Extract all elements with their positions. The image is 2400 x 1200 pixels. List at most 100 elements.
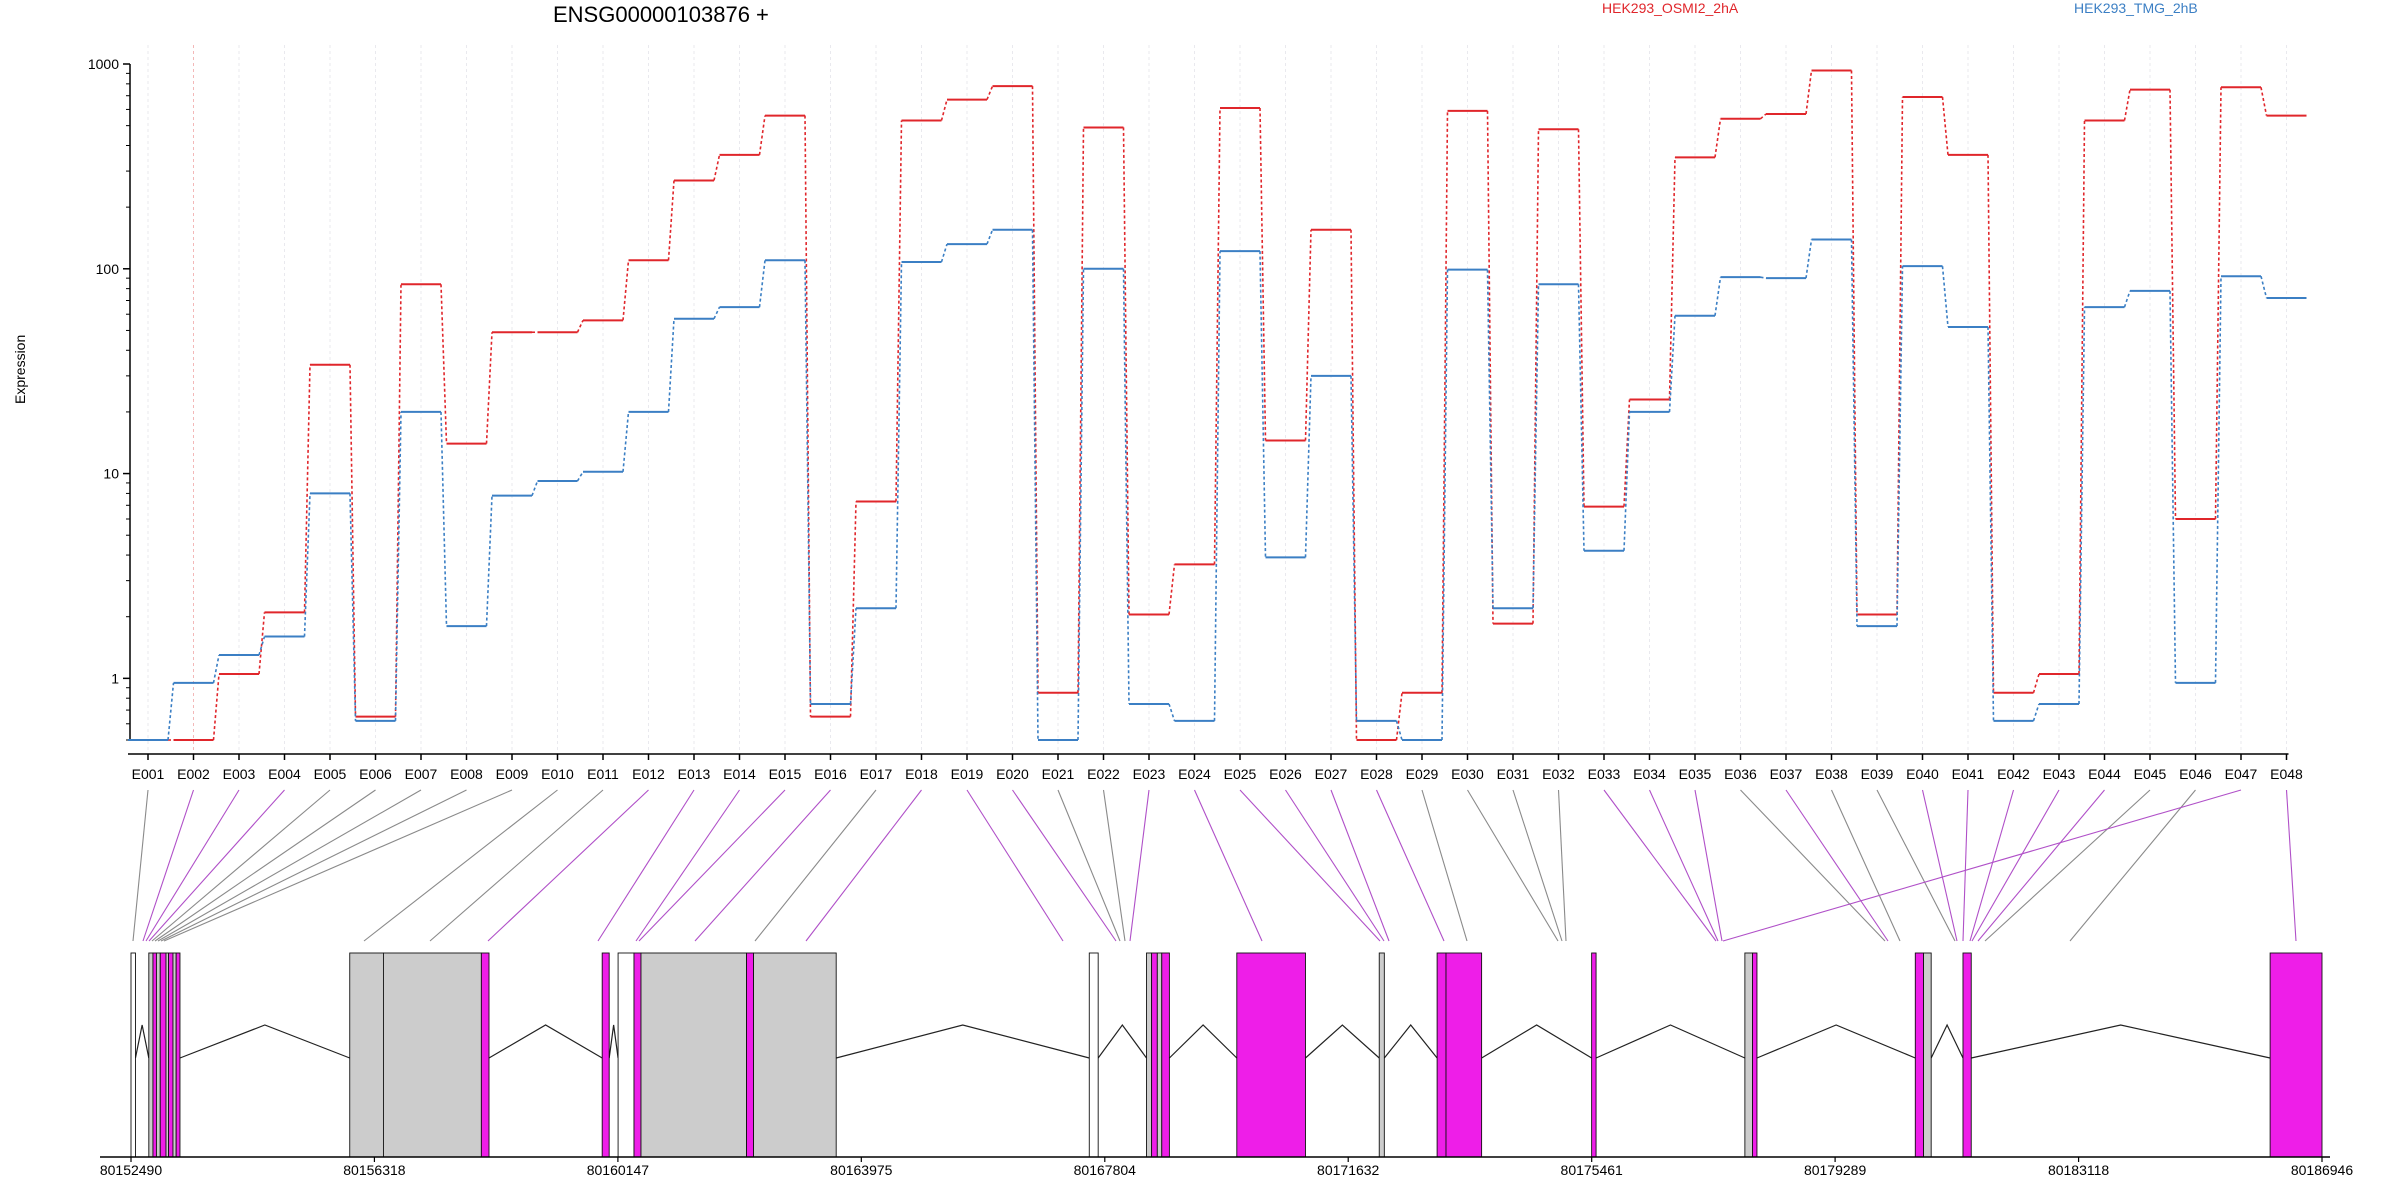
series-connector — [2078, 120, 2086, 675]
series-connector — [1805, 70, 1813, 115]
series-connector — [2078, 307, 2086, 704]
gene-tick-label-80175461: 80175461 — [1561, 1162, 1624, 1178]
exon-box-E030 — [1752, 952, 1758, 1158]
y-tick-label-1: 1 — [111, 670, 119, 686]
exon-connector-E044 — [1977, 789, 2105, 942]
exon-connector-E014 — [635, 789, 740, 942]
x-tick-label-E018: E018 — [905, 766, 938, 782]
x-tick-label-E042: E042 — [1997, 766, 2030, 782]
exon-connector-E018 — [805, 789, 922, 942]
series-connector — [1714, 118, 1722, 158]
exon-connector-E002 — [142, 789, 195, 942]
x-tick-label-E005: E005 — [314, 766, 347, 782]
exon-box-E023 — [1161, 952, 1170, 1158]
exon-box-E029 — [1744, 952, 1753, 1158]
series-connector — [1486, 110, 1494, 624]
series-connector — [1941, 266, 1949, 328]
series-connector — [940, 99, 948, 121]
exon-connector-E035 — [1694, 789, 1723, 942]
series-connector — [1168, 703, 1176, 722]
series-connector — [394, 411, 402, 721]
intron-line — [1481, 1024, 1592, 1059]
exon-connector-E011 — [429, 789, 604, 942]
x-tick-label-E011: E011 — [587, 766, 619, 782]
exon-connector-E019 — [966, 789, 1064, 942]
x-tick-label-E009: E009 — [496, 766, 529, 782]
exon-box-E001 — [130, 952, 136, 1158]
exon-connector-E041 — [1962, 789, 1969, 942]
exon-connector-E034 — [1648, 789, 1719, 942]
x-tick-label-E025: E025 — [1224, 766, 1257, 782]
series-connector — [440, 284, 448, 444]
series-connector — [1577, 129, 1585, 507]
series-connector — [349, 364, 357, 717]
x-tick-label-E021: E021 — [1042, 766, 1075, 782]
x-tick-label-E007: E007 — [405, 766, 438, 782]
exon-box-E002 — [148, 952, 154, 1158]
exon-connector-E009 — [163, 789, 513, 942]
exon-connector-E039 — [1876, 789, 1956, 942]
exon-box-E004 — [155, 952, 161, 1158]
exon-box-E009 — [175, 952, 181, 1158]
series-connector — [485, 495, 493, 627]
series-connector — [576, 471, 584, 482]
x-tick-label-E010: E010 — [541, 766, 574, 782]
series-connector — [212, 654, 220, 684]
series-connector — [1350, 375, 1358, 721]
exon-box-E019 — [1088, 952, 1099, 1158]
intron-line — [1305, 1024, 1380, 1059]
series-connector — [167, 682, 175, 741]
x-tick-label-E023: E023 — [1133, 766, 1166, 782]
exon-connector-E032 — [1557, 789, 1567, 942]
x-tick-label-E002: E002 — [177, 766, 210, 782]
series-connector — [1304, 229, 1312, 441]
x-tick-label-E044: E044 — [2088, 766, 2121, 782]
exon-box-E003 — [152, 952, 157, 1158]
x-tick-label-E037: E037 — [1770, 766, 1803, 782]
x-tick-label-E040: E040 — [1906, 766, 1939, 782]
exon-connector-E038 — [1830, 789, 1901, 942]
series-connector — [2123, 290, 2131, 308]
x-tick-label-E034: E034 — [1633, 766, 1666, 782]
series-connector — [1623, 399, 1631, 507]
series-connector — [303, 493, 311, 637]
series-connector — [2032, 703, 2040, 722]
exon-connector-E033 — [1603, 789, 1717, 942]
series-connector — [895, 261, 903, 609]
series-connector — [1077, 268, 1085, 741]
x-tick-label-E031: E031 — [1497, 766, 1530, 782]
x-tick-label-E017: E017 — [860, 766, 893, 782]
series-connector — [1077, 127, 1085, 693]
x-tick-label-E046: E046 — [2179, 766, 2212, 782]
x-tick-label-E001: E001 — [132, 766, 165, 782]
intron-line — [179, 1024, 350, 1059]
x-tick-label-E035: E035 — [1679, 766, 1712, 782]
series-connector — [1760, 276, 1767, 279]
x-tick-label-E047: E047 — [2225, 766, 2258, 782]
series-connector — [1486, 269, 1494, 609]
exon-box-E031 — [1914, 952, 1925, 1158]
exon-connector-E008 — [160, 789, 467, 942]
x-tick-label-E022: E022 — [1087, 766, 1120, 782]
x-tick-label-E032: E032 — [1542, 766, 1575, 782]
series-connector — [2260, 276, 2268, 299]
series-connector — [804, 260, 812, 704]
chart-title: ENSG00000103876 + — [553, 2, 769, 27]
exon-connector-E037 — [1785, 789, 1889, 942]
exon-box-E012 — [480, 952, 490, 1158]
gene-tick-label-80163975: 80163975 — [830, 1162, 893, 1178]
series-HEK293_OSMI2_2hA — [128, 69, 2307, 741]
x-tick-label-E008: E008 — [450, 766, 483, 782]
exon-connector-E046 — [2069, 789, 2196, 942]
x-tick-label-E013: E013 — [678, 766, 711, 782]
x-tick-label-E016: E016 — [814, 766, 847, 782]
exon-box-E027 — [1445, 952, 1483, 1158]
x-tick-label-E014: E014 — [723, 766, 756, 782]
y-tick-label-100: 100 — [96, 261, 120, 277]
exon-box-E033 — [1962, 952, 1972, 1158]
series-connector — [1168, 564, 1176, 615]
series-connector — [2123, 89, 2131, 121]
series-connector — [804, 115, 812, 717]
exon-connector-E017 — [754, 789, 877, 942]
